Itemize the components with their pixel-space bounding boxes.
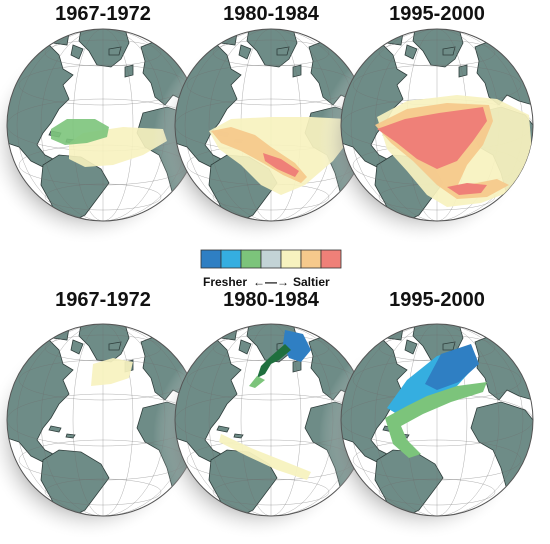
bottom-title-2: 1980-1984 [223,289,320,311]
salinity-anomaly-fresher-strong [425,344,479,390]
salinity-anomaly-green [257,344,291,378]
legend-label-fresher: Fresher [203,275,247,289]
salinity-anomaly-green [385,382,487,458]
salinity-anomaly-saltier-strong [377,107,487,169]
salinity-anomaly-saltier-light [219,434,311,480]
legend-swatch-2 [220,249,242,269]
legend-swatch-7 [320,249,342,269]
legend-swatch-5 [280,249,302,269]
globe-top-1995-2000 [319,29,533,245]
globe-bottom-1980-1984 [153,324,367,540]
salinity-anomaly-green-2 [249,376,265,388]
salinity-anomaly-green [51,119,109,145]
legend-arrow: ←—→ [253,275,289,289]
legend-swatch-6 [300,249,322,269]
top-title-3: 1995-2000 [389,3,485,25]
globe-top-1967-1972 [0,29,199,245]
legend-colorbar [200,249,342,269]
top-title-2: 1980-1984 [223,3,320,25]
legend-swatch-4 [260,249,282,269]
globe-bottom-1995-2000 [319,324,533,540]
globe-bottom-1967-1972 [0,324,199,540]
salinity-anomaly-saltier-strong-2 [447,183,487,195]
bottom-title-1: 1967-1972 [55,289,151,311]
salinity-legend: Fresher ←—→ Saltier [200,249,342,289]
bottom-title-3: 1995-2000 [389,289,485,311]
legend-label-saltier: Saltier [293,275,330,289]
legend-swatch-3 [240,249,262,269]
salinity-anomaly-fresher-strong [283,330,311,362]
salinity-anomaly-saltier-strong [263,153,299,177]
top-title-1: 1967-1972 [55,3,151,25]
legend-swatch-1 [200,249,222,269]
salinity-anomaly-saltier-light [91,358,133,386]
globe-top-1980-1984 [153,29,367,245]
